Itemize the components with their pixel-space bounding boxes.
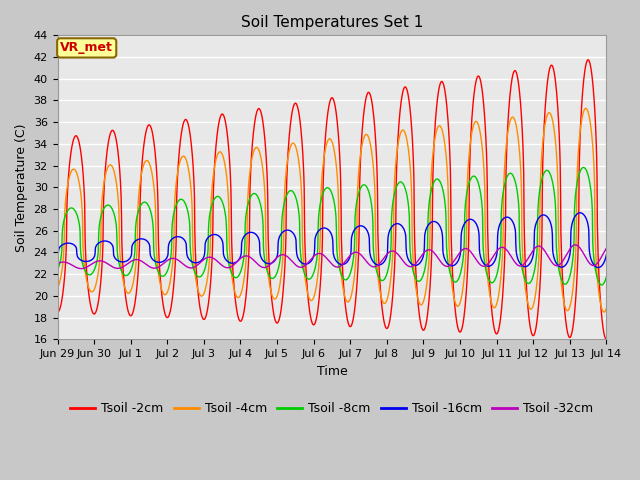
Tsoil -2cm — [584, 57, 592, 62]
Tsoil -32cm — [318, 251, 326, 257]
Tsoil -2cm — [317, 264, 325, 270]
Tsoil -4cm — [602, 305, 610, 311]
Tsoil -8cm — [598, 282, 605, 288]
Tsoil -4cm — [461, 264, 469, 270]
Tsoil -8cm — [140, 200, 147, 205]
Tsoil -16cm — [596, 264, 604, 270]
Tsoil -4cm — [596, 295, 604, 300]
Tsoil -32cm — [308, 256, 316, 262]
Title: Soil Temperatures Set 1: Soil Temperatures Set 1 — [241, 15, 423, 30]
Tsoil -4cm — [600, 309, 608, 315]
Tsoil -8cm — [602, 274, 610, 280]
Text: VR_met: VR_met — [60, 41, 113, 54]
Tsoil -4cm — [54, 286, 61, 291]
X-axis label: Time: Time — [317, 365, 348, 378]
Tsoil -32cm — [596, 257, 604, 263]
Tsoil -32cm — [77, 266, 85, 272]
Tsoil -16cm — [577, 210, 584, 216]
Line: Tsoil -16cm: Tsoil -16cm — [58, 213, 606, 267]
Tsoil -2cm — [602, 336, 610, 342]
Tsoil -16cm — [317, 226, 325, 231]
Tsoil -8cm — [596, 280, 604, 286]
Tsoil -16cm — [54, 254, 61, 260]
Line: Tsoil -4cm: Tsoil -4cm — [58, 108, 606, 312]
Tsoil -4cm — [317, 182, 325, 188]
Tsoil -2cm — [54, 309, 61, 315]
Tsoil -32cm — [602, 245, 610, 251]
Tsoil -4cm — [307, 298, 315, 303]
Tsoil -32cm — [54, 261, 61, 266]
Tsoil -8cm — [54, 267, 61, 273]
Tsoil -2cm — [596, 284, 604, 289]
Tsoil -4cm — [541, 119, 549, 125]
Tsoil -8cm — [461, 205, 469, 211]
Tsoil -32cm — [572, 242, 579, 248]
Tsoil -16cm — [602, 252, 610, 258]
Legend: Tsoil -2cm, Tsoil -4cm, Tsoil -8cm, Tsoil -16cm, Tsoil -32cm: Tsoil -2cm, Tsoil -4cm, Tsoil -8cm, Tsoi… — [65, 397, 598, 420]
Tsoil -2cm — [307, 316, 315, 322]
Line: Tsoil -2cm: Tsoil -2cm — [58, 60, 606, 339]
Tsoil -2cm — [140, 146, 147, 152]
Tsoil -8cm — [541, 168, 549, 174]
Line: Tsoil -8cm: Tsoil -8cm — [58, 168, 606, 285]
Line: Tsoil -32cm: Tsoil -32cm — [58, 245, 606, 269]
Tsoil -2cm — [541, 100, 549, 106]
Y-axis label: Soil Temperature (C): Soil Temperature (C) — [15, 123, 28, 252]
Tsoil -8cm — [307, 275, 315, 281]
Tsoil -16cm — [541, 213, 549, 218]
Tsoil -16cm — [140, 236, 147, 242]
Tsoil -32cm — [542, 250, 550, 255]
Tsoil -16cm — [595, 264, 602, 270]
Tsoil -8cm — [580, 165, 588, 170]
Tsoil -2cm — [461, 304, 469, 310]
Tsoil -4cm — [140, 163, 147, 169]
Tsoil -8cm — [317, 195, 325, 201]
Tsoil -32cm — [140, 260, 148, 265]
Tsoil -16cm — [307, 258, 315, 264]
Tsoil -16cm — [461, 220, 469, 226]
Tsoil -4cm — [582, 106, 590, 111]
Tsoil -32cm — [461, 246, 469, 252]
